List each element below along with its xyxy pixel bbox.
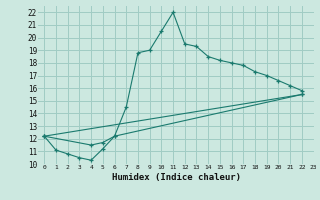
X-axis label: Humidex (Indice chaleur): Humidex (Indice chaleur) (111, 173, 241, 182)
